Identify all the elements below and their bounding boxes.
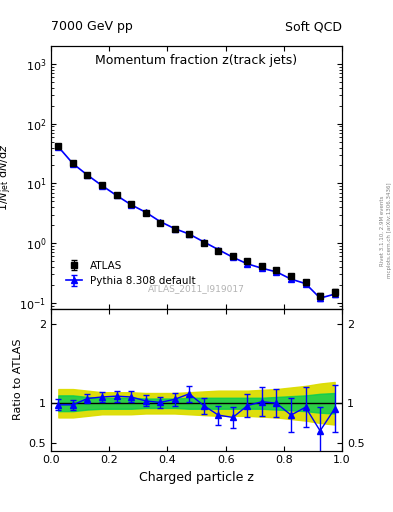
Text: mcplots.cern.ch [arXiv:1306.3436]: mcplots.cern.ch [arXiv:1306.3436] — [387, 183, 392, 278]
Text: Rivet 3.1.10, 2.9M events: Rivet 3.1.10, 2.9M events — [379, 195, 384, 266]
Legend: ATLAS, Pythia 8.308 default: ATLAS, Pythia 8.308 default — [62, 257, 200, 290]
Text: Momentum fraction z(track jets): Momentum fraction z(track jets) — [95, 54, 298, 67]
Text: 7000 GeV pp: 7000 GeV pp — [51, 20, 133, 33]
X-axis label: Charged particle z: Charged particle z — [139, 471, 254, 484]
Y-axis label: Ratio to ATLAS: Ratio to ATLAS — [13, 339, 23, 420]
Text: ATLAS_2011_I919017: ATLAS_2011_I919017 — [148, 284, 245, 293]
Text: Soft QCD: Soft QCD — [285, 20, 342, 33]
Y-axis label: $1/N_\mathrm{jet}\ \mathrm{d}N/\mathrm{d}z$: $1/N_\mathrm{jet}\ \mathrm{d}N/\mathrm{d… — [0, 144, 14, 211]
